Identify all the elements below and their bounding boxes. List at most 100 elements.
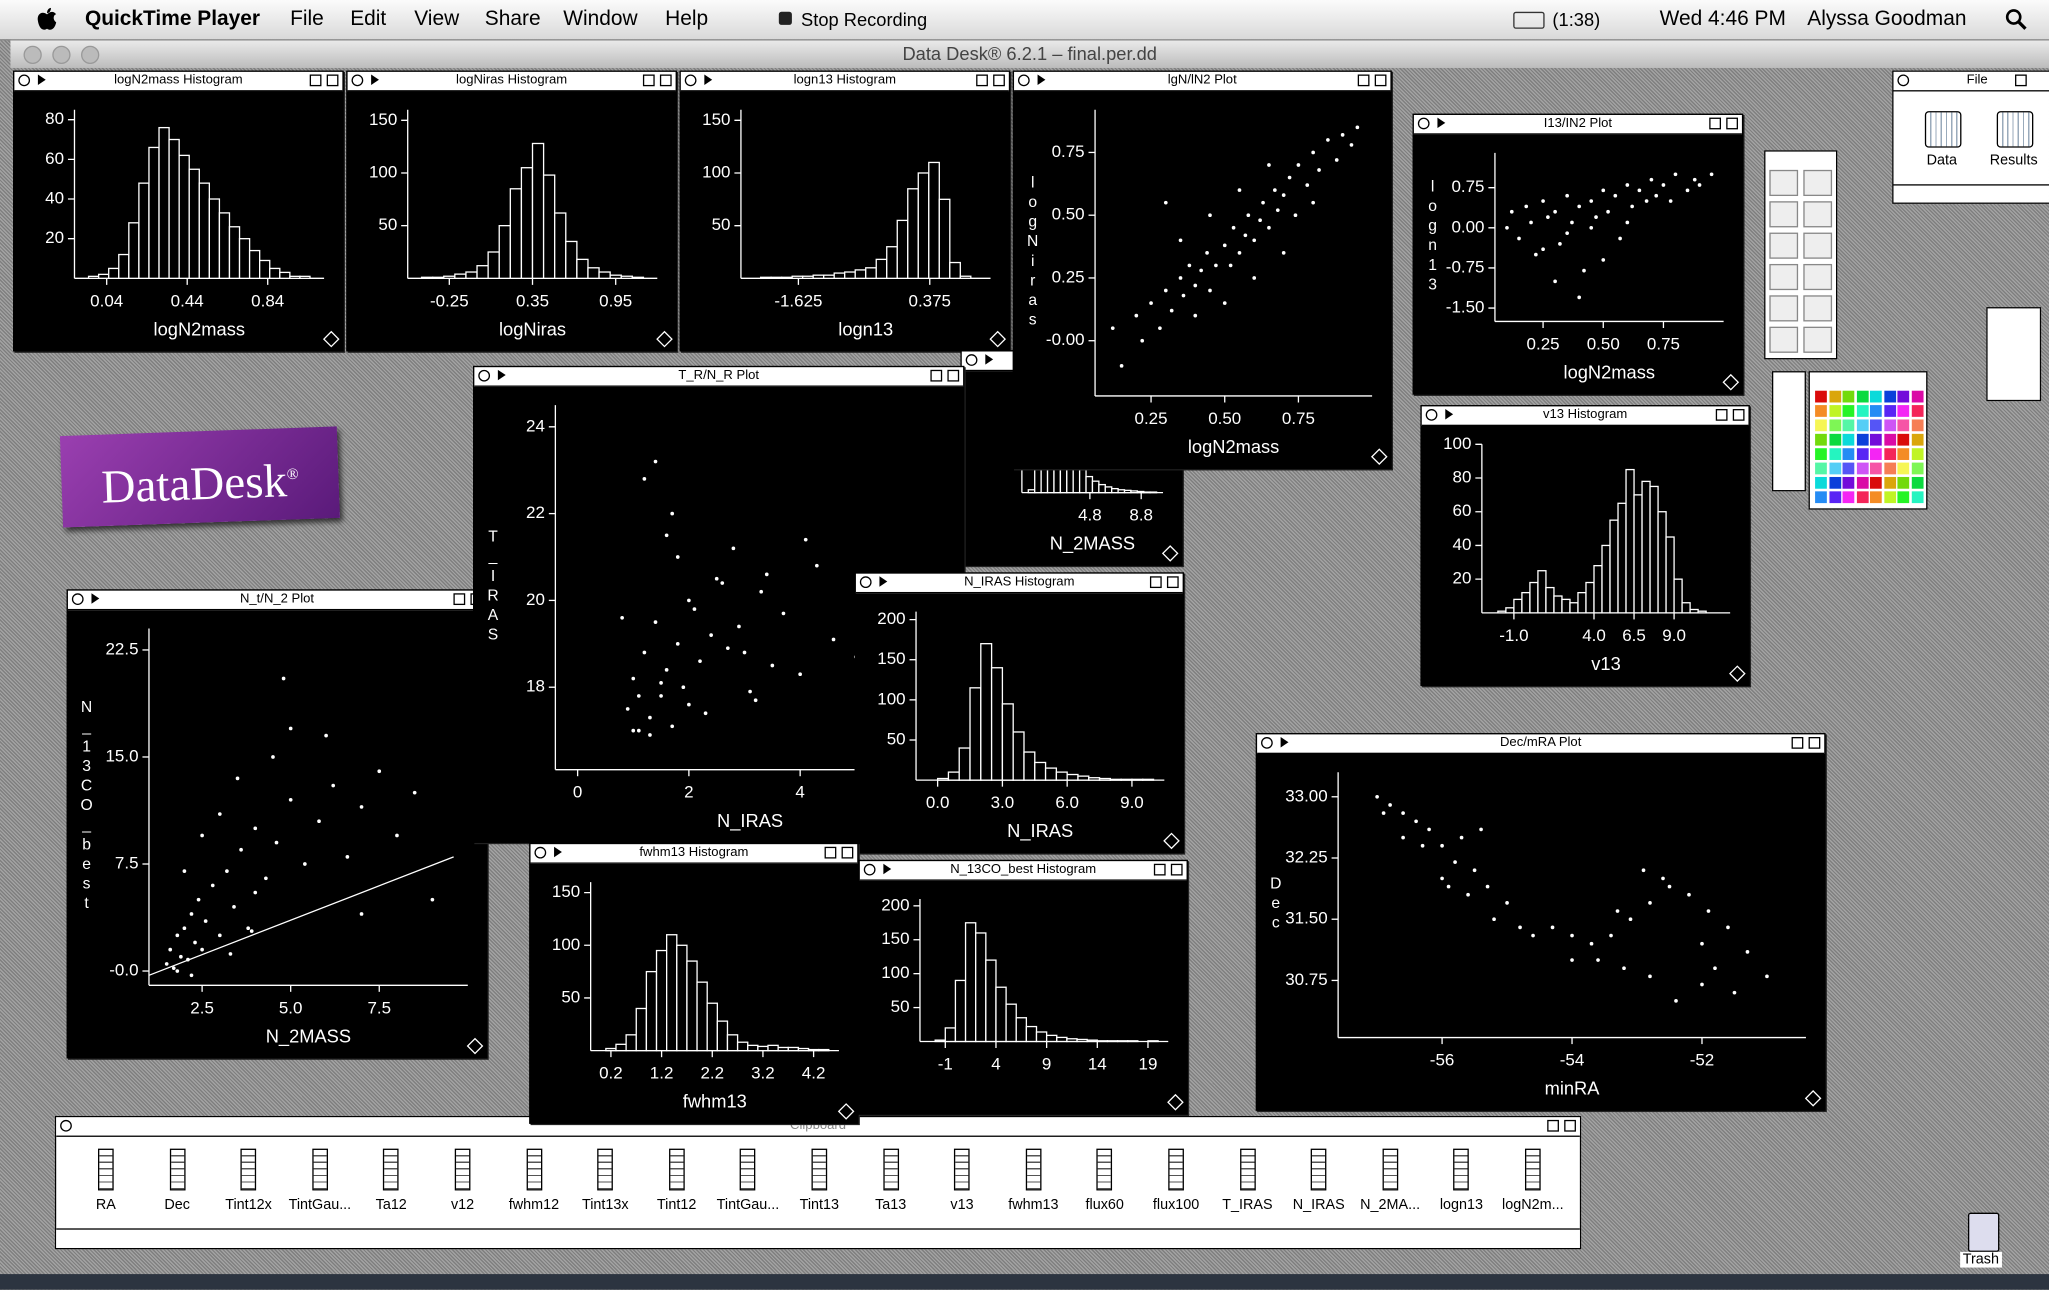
variable-icon[interactable] — [526, 1149, 542, 1191]
zoom-box[interactable] — [1547, 1120, 1559, 1132]
close-button[interactable] — [24, 46, 42, 64]
color-swatch[interactable] — [1911, 463, 1923, 475]
tool-button[interactable] — [1803, 295, 1832, 321]
close-box[interactable] — [864, 864, 876, 876]
color-swatch[interactable] — [1870, 463, 1882, 475]
color-swatch[interactable] — [1829, 463, 1841, 475]
color-swatch[interactable] — [1829, 434, 1841, 446]
close-box[interactable] — [60, 1120, 72, 1132]
close-box[interactable] — [1261, 737, 1273, 749]
zoom-box[interactable] — [1358, 74, 1370, 86]
zoom-box[interactable] — [1709, 118, 1721, 130]
color-swatch[interactable] — [1870, 419, 1882, 431]
collapse-box[interactable] — [1809, 737, 1821, 749]
variable-icon[interactable] — [669, 1149, 685, 1191]
color-swatch[interactable] — [1870, 405, 1882, 417]
menu-arrow[interactable] — [985, 354, 993, 364]
color-swatch[interactable] — [1897, 434, 1909, 446]
close-box[interactable] — [966, 354, 978, 366]
collapse-box[interactable] — [1726, 118, 1738, 130]
tool-button[interactable] — [1803, 327, 1832, 353]
zoom-button[interactable] — [81, 46, 99, 64]
variable-icon[interactable] — [455, 1149, 471, 1191]
variable-icon[interactable] — [597, 1149, 613, 1191]
color-swatch[interactable] — [1884, 391, 1896, 403]
color-swatch[interactable] — [1843, 419, 1855, 431]
color-swatch[interactable] — [1829, 491, 1841, 503]
color-swatch[interactable] — [1911, 405, 1923, 417]
color-swatch[interactable] — [1884, 405, 1896, 417]
color-swatch[interactable] — [1856, 419, 1868, 431]
tool-button[interactable] — [1769, 327, 1798, 353]
color-swatch[interactable] — [1815, 448, 1827, 460]
color-swatch[interactable] — [1911, 391, 1923, 403]
menu-arrow[interactable] — [38, 74, 46, 84]
menu-item[interactable]: View — [414, 8, 459, 32]
zoom-box[interactable] — [2015, 74, 2027, 86]
variable-icon[interactable] — [312, 1149, 328, 1191]
color-swatch[interactable] — [1843, 405, 1855, 417]
user-name[interactable]: Alyssa Goodman — [1807, 8, 1966, 32]
variable-icon[interactable] — [1382, 1149, 1398, 1191]
close-box[interactable] — [685, 74, 697, 86]
collapse-box[interactable] — [947, 370, 959, 382]
zoom-box[interactable] — [930, 370, 942, 382]
menu-arrow[interactable] — [1437, 118, 1445, 128]
color-swatch[interactable] — [1911, 434, 1923, 446]
color-swatch[interactable] — [1870, 448, 1882, 460]
zoom-box[interactable] — [453, 593, 465, 605]
color-swatch[interactable] — [1856, 463, 1868, 475]
zoom-box[interactable] — [825, 847, 837, 859]
color-swatch[interactable] — [1897, 419, 1909, 431]
color-swatch[interactable] — [1856, 391, 1868, 403]
color-swatch[interactable] — [1829, 477, 1841, 489]
menu-arrow[interactable] — [704, 74, 712, 84]
folder-icon[interactable] — [1925, 111, 1962, 148]
battery-icon[interactable] — [1513, 12, 1544, 29]
menu-arrow[interactable] — [883, 864, 891, 874]
color-swatch[interactable] — [1911, 477, 1923, 489]
color-swatch[interactable] — [1897, 405, 1909, 417]
collapse-box[interactable] — [993, 74, 1005, 86]
color-swatch[interactable] — [1884, 419, 1896, 431]
color-swatch[interactable] — [1884, 463, 1896, 475]
variable-icon[interactable] — [1525, 1149, 1541, 1191]
variable-icon[interactable] — [954, 1149, 970, 1191]
zoom-box[interactable] — [643, 74, 655, 86]
close-box[interactable] — [1897, 74, 1909, 86]
color-swatch[interactable] — [1856, 477, 1868, 489]
app-menu[interactable]: QuickTime Player — [85, 8, 260, 32]
variable-icon[interactable] — [883, 1149, 899, 1191]
menu-arrow[interactable] — [879, 576, 887, 586]
color-swatch[interactable] — [1870, 391, 1882, 403]
zoom-box[interactable] — [1716, 409, 1728, 421]
color-swatch[interactable] — [1815, 477, 1827, 489]
color-swatch[interactable] — [1897, 448, 1909, 460]
tool-button[interactable] — [1803, 264, 1832, 290]
color-swatch[interactable] — [1815, 405, 1827, 417]
folder-icon[interactable] — [1997, 111, 2034, 148]
color-swatch[interactable] — [1829, 405, 1841, 417]
color-swatch[interactable] — [1911, 448, 1923, 460]
color-swatch[interactable] — [1870, 491, 1882, 503]
menu-item[interactable]: File — [290, 8, 324, 32]
close-box[interactable] — [1018, 74, 1030, 86]
minimize-button[interactable] — [52, 46, 70, 64]
menu-item[interactable]: Window — [563, 8, 637, 32]
variable-icon[interactable] — [98, 1149, 114, 1191]
menu-arrow[interactable] — [371, 74, 379, 84]
color-swatch[interactable] — [1897, 491, 1909, 503]
color-swatch[interactable] — [1829, 419, 1841, 431]
close-box[interactable] — [72, 593, 84, 605]
menu-arrow[interactable] — [1038, 74, 1046, 84]
collapse-box[interactable] — [327, 74, 339, 86]
close-box[interactable] — [478, 370, 490, 382]
color-swatch[interactable] — [1856, 491, 1868, 503]
color-swatch[interactable] — [1884, 477, 1896, 489]
close-box[interactable] — [860, 576, 872, 588]
color-swatch[interactable] — [1829, 391, 1841, 403]
variable-icon[interactable] — [1168, 1149, 1184, 1191]
tool-button[interactable] — [1803, 201, 1832, 227]
close-box[interactable] — [534, 847, 546, 859]
color-swatch[interactable] — [1911, 419, 1923, 431]
